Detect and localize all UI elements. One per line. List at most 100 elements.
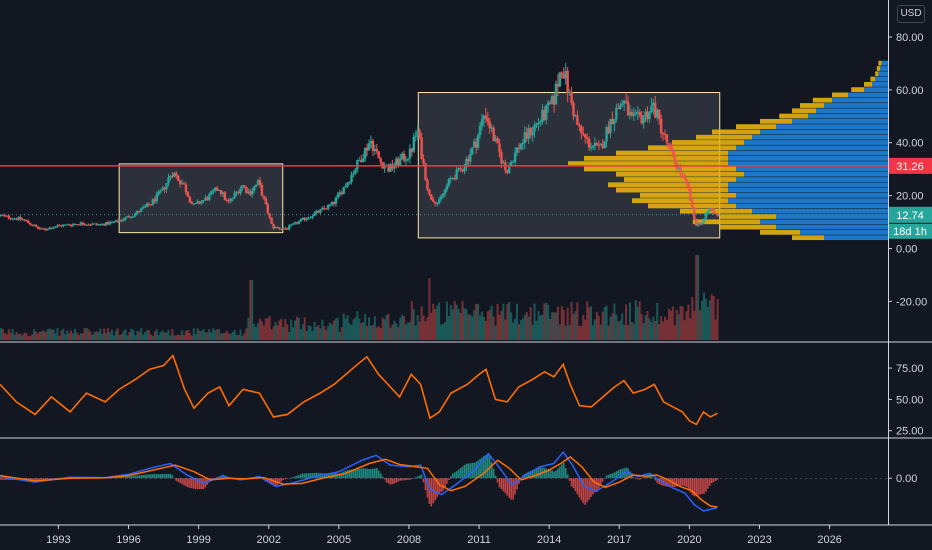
- candle-body: [171, 175, 174, 177]
- candle-body: [482, 115, 486, 120]
- macd-line: [0, 450, 718, 512]
- candle-body: [184, 184, 188, 193]
- candle-body: [484, 115, 488, 119]
- candle-body: [101, 223, 104, 225]
- candle-body: [141, 207, 145, 209]
- volume-bar: [17, 334, 20, 340]
- candle-body: [17, 217, 20, 220]
- volume-bar: [97, 332, 100, 340]
- volume-bar: [13, 334, 16, 340]
- candle-body: [77, 224, 81, 226]
- candle-body: [527, 127, 530, 139]
- candle-body: [659, 118, 663, 134]
- candle-body: [665, 134, 669, 144]
- candle-body: [432, 199, 435, 202]
- macd-histogram-bar: [596, 478, 598, 493]
- volume-bar: [294, 320, 297, 340]
- candle-body: [186, 192, 190, 197]
- candle-body: [406, 158, 410, 160]
- candle-body: [513, 152, 517, 163]
- time-tick-label: 2002: [256, 534, 280, 546]
- macd-histogram-bar: [422, 478, 425, 483]
- candle-body: [143, 206, 147, 208]
- volume-bar: [297, 317, 300, 340]
- macd-histogram-bar: [547, 469, 549, 479]
- volume-bar: [490, 305, 493, 340]
- candle-body: [330, 201, 334, 205]
- macd-histogram-bar: [506, 478, 509, 496]
- macd-histogram-bar: [430, 478, 433, 507]
- volume-bar: [163, 332, 166, 340]
- candle-body: [272, 224, 275, 229]
- candle-body: [478, 125, 482, 135]
- volume-bar: [572, 313, 575, 340]
- macd-histogram-bar: [309, 473, 312, 479]
- macd-histogram-bar: [568, 478, 571, 481]
- macd-histogram-bar: [557, 468, 559, 479]
- currency-button[interactable]: USD: [897, 5, 925, 23]
- volume-bar: [377, 326, 380, 340]
- volume-bar: [79, 333, 82, 340]
- candle-body: [0, 215, 3, 217]
- candle-body: [311, 215, 314, 218]
- profile-bar-down: [736, 124, 776, 130]
- macd-histogram-bar: [574, 478, 577, 492]
- volume-bar: [23, 332, 26, 340]
- macd-histogram-bar: [703, 478, 705, 494]
- candle-body: [151, 199, 155, 205]
- volume-bar: [512, 322, 515, 340]
- candle-body: [206, 197, 209, 201]
- candle-body: [64, 224, 67, 226]
- volume-bar: [348, 323, 351, 340]
- volume-bar: [529, 307, 532, 340]
- macd-histogram-bar: [539, 467, 542, 479]
- volume-bar: [697, 255, 700, 340]
- volume-bar: [169, 335, 172, 340]
- volume-bar: [124, 329, 127, 340]
- volume-bar: [607, 325, 610, 340]
- volume-bar: [399, 317, 402, 340]
- profile-bar-down: [779, 113, 808, 119]
- time-tick-label: 2014: [537, 534, 561, 546]
- candle-body: [104, 222, 108, 226]
- volume-bar: [249, 280, 252, 340]
- profile-bar-up: [736, 145, 888, 151]
- macd-histogram-bar: [393, 478, 396, 484]
- candle-body: [336, 194, 340, 198]
- volume-bar: [535, 320, 538, 340]
- candle-body: [521, 142, 525, 145]
- macd-histogram-bar: [471, 462, 474, 479]
- volume-bar: [590, 306, 593, 340]
- candle-body: [287, 225, 291, 230]
- volume-bar: [128, 332, 131, 340]
- volume-bar: [25, 332, 28, 340]
- macd-histogram-bar: [122, 476, 125, 479]
- macd-histogram-bar: [414, 477, 417, 479]
- volume-bar: [83, 328, 86, 340]
- candle-body: [609, 118, 612, 134]
- volume-bar: [159, 332, 162, 340]
- volume-bar: [247, 317, 250, 340]
- volume-bar: [307, 325, 310, 340]
- macd-histogram-bar: [379, 473, 382, 479]
- volume-bar: [354, 317, 357, 340]
- profile-bar-down: [876, 66, 880, 71]
- range-box[interactable]: [118, 163, 284, 234]
- candle-body: [42, 228, 46, 230]
- macd-histogram-bar: [191, 478, 193, 489]
- macd-histogram-bar: [477, 460, 479, 479]
- candle-body: [268, 213, 271, 218]
- volume-bar: [344, 318, 347, 340]
- candle-body: [227, 200, 231, 202]
- macd-histogram-bar: [518, 478, 520, 484]
- candle-body: [714, 213, 717, 215]
- volume-bar: [200, 330, 203, 340]
- candle-body: [134, 213, 137, 216]
- candle-body: [696, 222, 700, 226]
- candle-body: [291, 223, 295, 225]
- macd-histogram-bar: [487, 454, 489, 479]
- volume-bar: [15, 331, 18, 340]
- candle-body: [231, 197, 234, 199]
